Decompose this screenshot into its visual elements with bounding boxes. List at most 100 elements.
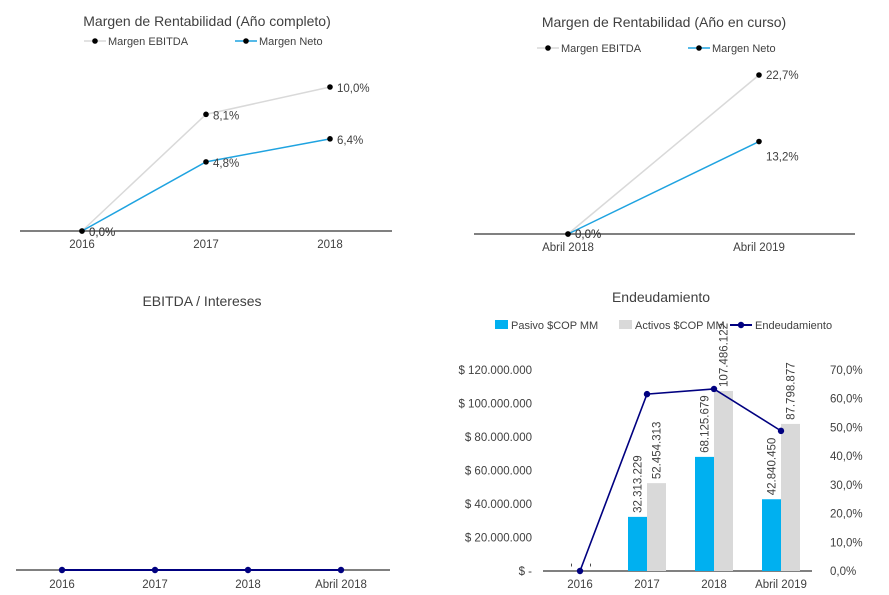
x-tick-label: 2018 [701, 579, 727, 591]
data-point [756, 138, 762, 145]
y-right-tick-label: 50,0% [830, 422, 863, 434]
data-point [151, 566, 159, 574]
y-left-tick-label: $ 60.000.000 [465, 466, 532, 478]
chart-title: EBITDA / Intereses [142, 293, 261, 309]
bar-value-label: - [585, 563, 597, 567]
y-left-tick-label: $ - [519, 566, 533, 578]
y-right-tick-label: 20,0% [830, 509, 863, 521]
legend-label-0: Margen EBITDA [561, 43, 642, 55]
data-label: 6,4% [337, 135, 363, 147]
chart-margen-anio-completo: Margen de Rentabilidad (Año completo) Ma… [20, 13, 392, 251]
chart-endeudamiento: Endeudamiento Pasivo $COP MM Activos $COP… [458, 289, 862, 591]
legend-label-pasivo: Pasivo $COP MM [511, 320, 598, 332]
data-point [565, 231, 571, 237]
x-tick-label: 2016 [567, 579, 593, 591]
chart-ebitda-intereses: EBITDA / Intereses 2016 2017 2018 Abril 201… [16, 293, 390, 591]
bar-pasivo [762, 499, 781, 571]
data-point [327, 136, 333, 142]
series-line-0 [81, 86, 331, 232]
endeudamiento-point [643, 390, 651, 398]
x-tick-label: 2018 [235, 579, 261, 591]
data-point [79, 228, 85, 234]
data-label: 0,0% [575, 229, 601, 241]
x-tick-label: 2016 [49, 579, 75, 591]
bar-value-label: 87.798.877 [786, 362, 798, 420]
endeudamiento-point [710, 385, 718, 393]
plot-area: $ - $ 20.000.000 $ 40.000.000 $ 60.000.000 $… [458, 323, 862, 591]
legend: Margen EBITDA Margen Neto [84, 36, 323, 48]
endeudamiento-point [777, 427, 785, 435]
data-label: 8,1% [213, 110, 239, 122]
endeudamiento-point [576, 567, 584, 575]
legend-swatch-activos [619, 320, 632, 329]
data-label: 10,0% [337, 83, 370, 95]
bar-value-label: - [566, 563, 578, 567]
legend-marker-0 [92, 38, 98, 44]
x-tick-label: Abril 2018 [315, 579, 367, 591]
legend-label-1: Margen Neto [712, 43, 776, 55]
y-left-tick-label: $ 100.000.000 [458, 399, 532, 411]
legend: Margen EBITDA Margen Neto [537, 43, 776, 55]
y-left-tick-label: $ 40.000.000 [465, 499, 532, 511]
x-tick-label: Abril 2019 [733, 242, 785, 254]
bar-value-label: 68.125.679 [700, 395, 712, 453]
y-left-tick-label: $ 120.000.000 [458, 365, 532, 377]
x-tick-label: 2016 [69, 239, 95, 251]
bar-value-label: 32.313.229 [633, 455, 645, 513]
series-line-1 [81, 138, 331, 232]
legend-label-0: Margen EBITDA [108, 36, 189, 48]
legend-swatch-pasivo [495, 320, 508, 329]
bar-value-label: 42.840.450 [767, 438, 779, 496]
x-tick-label: 2018 [317, 239, 343, 251]
bar-activos [647, 483, 666, 571]
plot-area: 2016 2017 2018 Abril 2018 [16, 566, 390, 591]
y-right-tick-label: 60,0% [830, 394, 863, 406]
legend-label-activos: Activos $COP MM [635, 320, 725, 332]
bar-pasivo [695, 456, 714, 571]
data-point [203, 111, 209, 118]
x-tick-label: Abril 2018 [542, 242, 594, 254]
data-label: 4,8% [213, 158, 239, 170]
data-label: 22,7% [766, 70, 799, 82]
chart-title: Endeudamiento [612, 289, 710, 305]
bar-value-label: 107.486.122 [719, 323, 731, 387]
x-tick-label: 2017 [193, 239, 219, 251]
legend: Pasivo $COP MM Activos $COP MM Endeudamien… [495, 320, 832, 332]
bar-activos [781, 423, 800, 571]
data-point [203, 159, 209, 165]
legend-label-endeudamiento: Endeudamiento [755, 320, 832, 332]
y-left-tick-label: $ 80.000.000 [465, 432, 532, 444]
chart-margen-anio-en-curso: Margen de Rentabilidad (Año en curso) Ma… [474, 14, 855, 254]
y-left-tick-label: $ 20.000.000 [465, 533, 532, 545]
data-label: 0,0% [575, 229, 601, 241]
chart-title: Margen de Rentabilidad (Año en curso) [542, 14, 786, 30]
y-right-tick-label: 10,0% [830, 537, 863, 549]
series-line-0 [567, 74, 760, 235]
y-right-tick-label: 70,0% [830, 365, 863, 377]
bar-value-label: 52.454.313 [652, 422, 664, 480]
bar-activos [714, 390, 733, 571]
legend-label-1: Margen Neto [259, 36, 323, 48]
series-line-1 [567, 140, 760, 235]
legend-marker-1 [243, 38, 249, 44]
data-point [58, 566, 66, 574]
endeudamiento-line [579, 388, 782, 572]
data-label: 0,0% [89, 227, 115, 239]
x-tick-label: 2017 [142, 579, 168, 591]
x-tick-label: 2017 [634, 579, 660, 591]
y-right-tick-label: 0,0% [830, 566, 856, 578]
legend-marker-1 [696, 45, 702, 51]
y-right-tick-label: 40,0% [830, 451, 863, 463]
data-point [244, 566, 252, 574]
legend-marker-0 [545, 45, 551, 51]
data-point [327, 84, 333, 90]
data-label: 13,2% [766, 152, 799, 164]
bar-pasivo [628, 516, 647, 571]
data-point [337, 566, 345, 574]
legend-marker-endeudamiento [737, 321, 745, 329]
y-right-tick-label: 30,0% [830, 480, 863, 492]
chart-title: Margen de Rentabilidad (Año completo) [83, 13, 330, 29]
